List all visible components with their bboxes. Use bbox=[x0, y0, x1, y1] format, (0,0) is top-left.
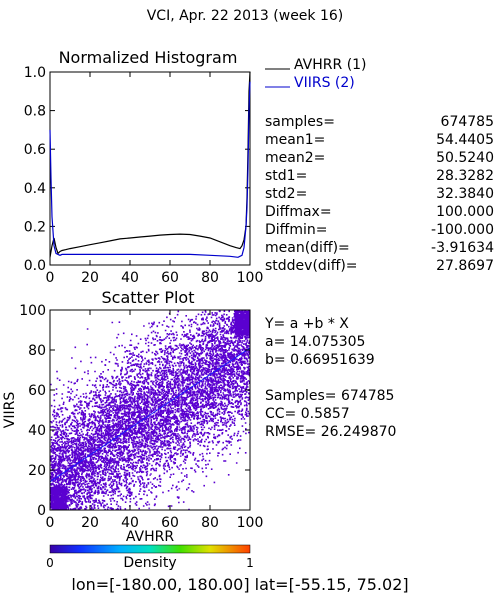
scatter-y-label: VIIRS bbox=[2, 392, 18, 429]
y-tick-label: 0.0 bbox=[24, 258, 46, 274]
density-colorbar: 0 Density 1 bbox=[46, 544, 254, 571]
stat-value: 100.000 bbox=[436, 204, 494, 220]
x-tick-label: 100 bbox=[237, 270, 264, 286]
regression-rmse: RMSE= 26.249870 bbox=[265, 424, 396, 440]
stat-label: Diffmin= bbox=[265, 222, 327, 238]
stat-value: -3.91634 bbox=[431, 240, 494, 256]
y-tick-label: 1.0 bbox=[24, 65, 46, 81]
regression-b: b= 0.66951639 bbox=[265, 352, 375, 368]
x-tick-label: 0 bbox=[46, 515, 55, 531]
histogram-frame bbox=[49, 71, 251, 266]
y-tick-label: 80 bbox=[28, 343, 46, 359]
scatter-x-label: AVHRR bbox=[126, 529, 175, 545]
stat-value: -100.000 bbox=[431, 222, 494, 238]
regression-samples: Samples= 674785 bbox=[265, 388, 394, 404]
scatter-points bbox=[50, 310, 250, 510]
colorbar-title: Density bbox=[123, 555, 176, 571]
scatter-y-ticks: 0 20 40 60 80 100 bbox=[19, 303, 250, 519]
y-tick-label: 40 bbox=[28, 423, 46, 439]
scatter-panel: Scatter Plot 0 20 40 60 80 100 0 20 40 60 80 100 A… bbox=[2, 288, 263, 545]
y-tick-label: 0.4 bbox=[24, 181, 46, 197]
histogram-title: Normalized Histogram bbox=[59, 48, 238, 67]
y-tick-label: 100 bbox=[19, 303, 46, 319]
statistics-block: samples= 674785 mean1= 54.4405 mean2= 50.5240… bbox=[265, 114, 494, 274]
x-tick-label: 20 bbox=[81, 515, 99, 531]
stat-label: std1= bbox=[265, 168, 307, 184]
x-tick-label: 60 bbox=[161, 270, 179, 286]
figure-title: VCI, Apr. 22 2013 (week 16) bbox=[147, 8, 344, 24]
stat-label: mean2= bbox=[265, 150, 325, 166]
scatter-density-cloud bbox=[50, 310, 250, 510]
x-tick-label: 80 bbox=[201, 270, 219, 286]
y-tick-label: 0.6 bbox=[24, 142, 46, 158]
x-tick-label: 20 bbox=[81, 270, 99, 286]
scatter-title: Scatter Plot bbox=[102, 288, 195, 307]
histogram-panel: Normalized Histogram 0 20 40 60 80 100 0.0 0.2… bbox=[24, 48, 264, 286]
histogram-legend: AVHRR (1) VIIRS (2) bbox=[265, 57, 367, 91]
stat-value: 50.5240 bbox=[436, 150, 494, 166]
x-tick-label: 100 bbox=[237, 515, 264, 531]
histogram-lines bbox=[49, 71, 251, 258]
y-tick-label: 0.8 bbox=[24, 104, 46, 120]
colorbar-min-label: 0 bbox=[46, 556, 54, 570]
x-tick-label: 60 bbox=[161, 515, 179, 531]
scatter-frame bbox=[49, 309, 251, 511]
x-tick-label: 0 bbox=[46, 270, 55, 286]
viirs-histogram-line bbox=[49, 81, 251, 258]
x-tick-label: 40 bbox=[121, 515, 139, 531]
regression-equation: Y= a +b * X bbox=[264, 316, 349, 332]
legend-label-viirs: VIIRS (2) bbox=[294, 75, 355, 91]
stat-label: Diffmax= bbox=[265, 204, 332, 220]
stat-value: 28.3282 bbox=[436, 168, 494, 184]
x-tick-label: 40 bbox=[121, 270, 139, 286]
y-tick-label: 0 bbox=[37, 503, 46, 519]
stat-value: 54.4405 bbox=[436, 132, 494, 148]
regression-block: Y= a +b * X a= 14.075305 b= 0.66951639 S… bbox=[264, 316, 396, 440]
stat-value: 32.3840 bbox=[436, 186, 494, 202]
stat-label: stddev(diff)= bbox=[265, 258, 358, 274]
avhrr-histogram-line bbox=[49, 71, 251, 258]
scatter-x-ticks: 0 20 40 60 80 100 bbox=[46, 310, 264, 531]
colorbar-max-label: 1 bbox=[246, 556, 254, 570]
bounds-footer: lon=[-180.00, 180.00] lat=[-55.15, 75.02… bbox=[71, 575, 408, 594]
regression-line bbox=[49, 347, 251, 483]
colorbar-gradient bbox=[49, 544, 251, 554]
stat-label: samples= bbox=[265, 114, 335, 130]
histogram-x-ticks: 0 20 40 60 80 100 bbox=[46, 72, 264, 286]
y-tick-label: 20 bbox=[28, 463, 46, 479]
stat-value: 27.8697 bbox=[436, 258, 494, 274]
histogram-y-ticks: 0.0 0.2 0.4 0.6 0.8 1.0 bbox=[24, 65, 250, 274]
y-tick-label: 60 bbox=[28, 383, 46, 399]
stat-label: mean1= bbox=[265, 132, 325, 148]
y-tick-label: 0.2 bbox=[24, 219, 46, 235]
regression-cc: CC= 0.5857 bbox=[265, 406, 350, 422]
legend-label-avhrr: AVHRR (1) bbox=[294, 57, 367, 73]
stat-label: std2= bbox=[265, 186, 307, 202]
regression-a: a= 14.075305 bbox=[265, 334, 365, 350]
x-tick-label: 80 bbox=[201, 515, 219, 531]
stat-label: mean(diff)= bbox=[265, 240, 350, 256]
stat-value: 674785 bbox=[441, 114, 494, 130]
